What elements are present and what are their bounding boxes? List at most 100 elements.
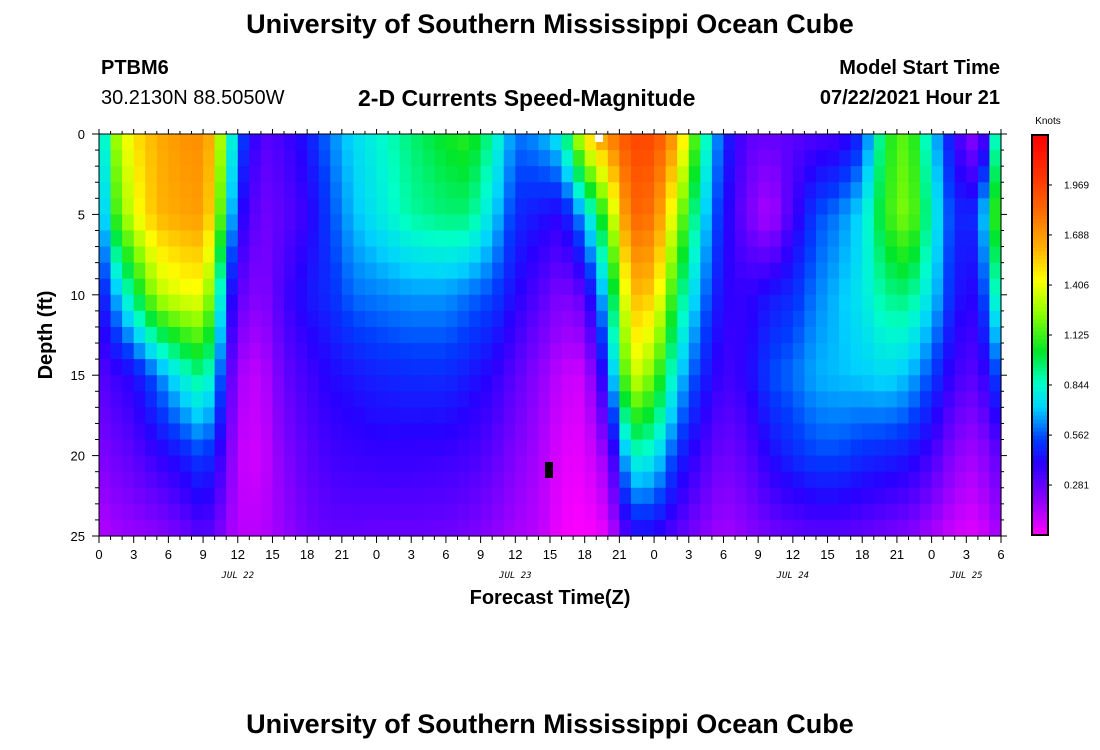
heatmap-cell	[515, 375, 528, 392]
heatmap-cell	[931, 487, 944, 505]
heatmap-cell	[550, 326, 563, 344]
heatmap-cell	[307, 487, 320, 505]
heatmap-cell	[122, 375, 135, 392]
heatmap-cell	[920, 294, 933, 312]
heatmap-cell	[434, 294, 447, 312]
heatmap-cell	[341, 423, 355, 441]
heatmap-cell	[596, 310, 609, 328]
heatmap-cell	[746, 375, 759, 392]
heatmap-cell	[619, 278, 632, 296]
heatmap-cell	[457, 423, 470, 441]
heatmap-cell	[307, 375, 320, 392]
heatmap-cell	[665, 391, 678, 408]
heatmap-cell	[503, 455, 516, 473]
heatmap-cell	[711, 182, 725, 199]
heatmap-cell	[700, 343, 713, 360]
heatmap-cell	[515, 343, 528, 360]
heatmap-cell	[480, 230, 493, 248]
heatmap-cell	[873, 166, 886, 183]
heatmap-cell	[203, 326, 216, 344]
heatmap-cell	[642, 198, 655, 215]
heatmap-cell	[249, 166, 262, 183]
heatmap-cell	[272, 182, 285, 199]
heatmap-cell	[850, 182, 863, 199]
heatmap-cell	[908, 230, 921, 248]
heatmap-cell	[295, 343, 308, 360]
heatmap-cell	[99, 439, 112, 457]
heatmap-cell	[272, 294, 285, 312]
heatmap-cell	[480, 391, 493, 408]
heatmap-cell	[746, 391, 759, 408]
heatmap-cell	[168, 150, 181, 167]
heatmap-cell	[388, 487, 401, 505]
heatmap-cell	[492, 198, 505, 215]
heatmap-cell	[99, 230, 112, 248]
heatmap-cell	[954, 375, 967, 392]
heatmap-cell	[758, 278, 771, 296]
heatmap-cell	[642, 471, 655, 489]
heatmap-cell	[422, 519, 435, 537]
heatmap-cell	[538, 166, 551, 183]
heatmap-cell	[908, 375, 921, 392]
heatmap-cell	[399, 182, 412, 199]
heatmap-cell	[411, 471, 424, 489]
heatmap-cell	[422, 214, 435, 232]
heatmap-cell	[873, 439, 886, 457]
heatmap-cell	[769, 487, 782, 505]
heatmap-cell	[642, 455, 655, 473]
heatmap-cell	[226, 503, 239, 521]
x-tick-label: 12	[786, 547, 800, 562]
heatmap-cell	[364, 519, 378, 537]
heatmap-cell	[503, 198, 516, 215]
heatmap-cell	[191, 294, 204, 312]
heatmap-cell	[214, 359, 227, 376]
heatmap-cell	[931, 134, 944, 151]
heatmap-cell	[341, 326, 355, 344]
heatmap-cell	[573, 278, 586, 296]
heatmap-cell	[862, 503, 875, 521]
heatmap-cell	[249, 214, 262, 232]
heatmap-cell	[758, 359, 771, 376]
colorbar-cell	[1032, 179, 1048, 184]
heatmap-cell	[839, 519, 852, 537]
heatmap-cell	[318, 326, 331, 344]
heatmap-cell	[792, 134, 806, 151]
heatmap-cell	[931, 455, 944, 473]
heatmap-cell	[596, 182, 609, 199]
heatmap-cell	[711, 278, 725, 296]
heatmap-cell	[110, 150, 123, 167]
heatmap-cell	[688, 503, 701, 521]
colorbar-cell	[1032, 491, 1048, 496]
heatmap-cell	[596, 471, 609, 489]
heatmap-cell	[711, 439, 725, 457]
heatmap-cell	[133, 230, 146, 248]
heatmap-cell	[364, 214, 378, 232]
heatmap-cell	[295, 214, 308, 232]
heatmap-cell	[677, 375, 690, 392]
heatmap-cell	[330, 166, 343, 183]
heatmap-cell	[284, 391, 297, 408]
heatmap-cell	[237, 375, 250, 392]
y-tick-label: 10	[71, 288, 85, 303]
heatmap-cell	[920, 375, 933, 392]
heatmap-cell	[214, 455, 227, 473]
heatmap-cell	[573, 423, 586, 441]
heatmap-cell	[226, 230, 239, 248]
colorbar-cell	[1032, 475, 1048, 480]
heatmap-cell	[411, 278, 424, 296]
heatmap-cell	[99, 262, 112, 280]
heatmap-cell	[746, 150, 759, 167]
footer-title: University of Southern Mississippi Ocean…	[246, 709, 854, 739]
heatmap-cell	[989, 519, 1002, 537]
heatmap-cell	[654, 310, 667, 328]
heatmap-cell	[619, 214, 632, 232]
heatmap-cell	[376, 439, 389, 457]
heatmap-cell	[538, 134, 551, 151]
heatmap-cell	[723, 134, 736, 151]
heatmap-cell	[723, 423, 736, 441]
heatmap-cell	[492, 503, 505, 521]
heatmap-cell	[237, 407, 250, 425]
heatmap-cell	[122, 214, 135, 232]
heatmap-cell	[688, 310, 701, 328]
heatmap-cell	[584, 455, 597, 473]
